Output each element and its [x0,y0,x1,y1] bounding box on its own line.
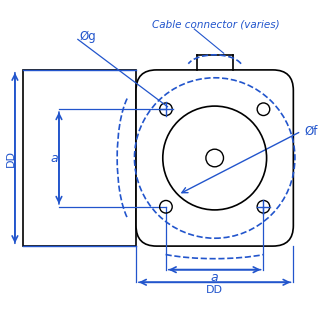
Bar [23,70,136,246]
Text: DD: DD [6,149,16,167]
Text: Øf: Øf [305,125,318,138]
Text: a: a [51,151,58,165]
Text: Øg: Øg [79,30,96,43]
FancyBboxPatch shape [136,70,293,246]
Text: DD: DD [206,285,223,295]
Text: a: a [211,271,218,284]
Text: Cable connector (varies): Cable connector (varies) [152,19,280,29]
